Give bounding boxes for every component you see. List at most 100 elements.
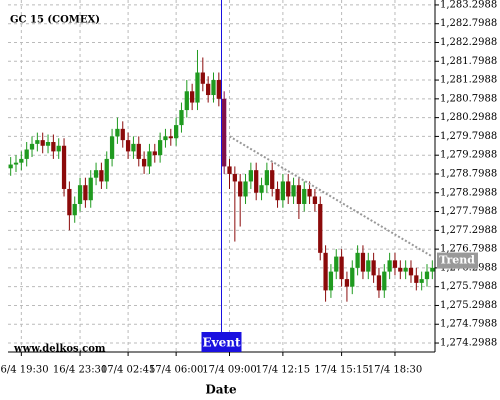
- candle-body: [414, 275, 419, 283]
- candle-body: [168, 136, 173, 139]
- candle-body: [184, 91, 189, 111]
- candle-body: [88, 177, 93, 201]
- candle-body: [286, 181, 291, 197]
- candle-body: [147, 151, 152, 167]
- candle-body: [120, 128, 125, 141]
- candle-body: [248, 170, 253, 182]
- candle-body: [296, 185, 302, 204]
- y-tick-label: 1,280.7988: [440, 93, 497, 104]
- candle-body: [173, 125, 179, 139]
- candle-body: [270, 170, 275, 189]
- candle-body: [227, 166, 232, 174]
- candle-body: [93, 170, 99, 178]
- candle-body: [355, 252, 360, 268]
- candle-body: [136, 143, 141, 159]
- trend-line: [228, 135, 433, 258]
- candle-body: [40, 140, 45, 146]
- y-tick-label: 1,280.2988: [440, 112, 497, 123]
- event-label-box: [201, 332, 242, 352]
- y-tick-label: 1,277.7988: [440, 206, 497, 217]
- candle-body: [109, 136, 115, 159]
- y-tick-label: 1,274.7988: [440, 319, 497, 330]
- y-tick-label: 1,282.2988: [440, 37, 497, 48]
- candle-body: [190, 91, 195, 103]
- candle-body: [403, 267, 408, 272]
- chart-title: GC 15 (COMEX): [10, 15, 100, 26]
- y-tick-label: 1,283.2988: [440, 0, 497, 10]
- candle-body: [77, 185, 83, 204]
- candle-body: [56, 145, 61, 152]
- candle-body: [8, 164, 13, 169]
- candle-body: [328, 271, 334, 291]
- candle-body: [430, 267, 435, 272]
- candle-body: [61, 145, 67, 189]
- candle-body: [376, 275, 382, 291]
- candle-body: [424, 271, 430, 280]
- event-label: Event: [202, 336, 240, 350]
- candle-body: [216, 80, 221, 99]
- candle-body: [280, 181, 286, 201]
- candle-body: [366, 260, 371, 272]
- candle-body: [339, 256, 344, 280]
- candle-body: [45, 142, 51, 146]
- candle-body: [275, 188, 280, 201]
- y-tick-label: 1,281.7988: [440, 56, 497, 67]
- candle-body: [104, 158, 109, 182]
- candle-body: [222, 98, 227, 167]
- watermark: www.delkos.com: [13, 344, 106, 355]
- candle-body: [291, 185, 296, 197]
- candle-body: [350, 267, 355, 287]
- x-tick-label: 16/4 19:30: [0, 365, 49, 376]
- candle-body: [200, 72, 205, 84]
- candle-body: [179, 110, 184, 126]
- candle-body: [371, 260, 376, 276]
- y-tick-label: 1,278.7988: [440, 168, 497, 179]
- candle-body: [35, 140, 40, 144]
- candle-body: [360, 252, 366, 272]
- candle-body: [83, 185, 88, 201]
- x-tick-label: 17/4 06:00: [149, 365, 203, 376]
- candle-body: [323, 252, 328, 291]
- candle-body: [152, 151, 157, 156]
- candle-body: [19, 158, 24, 163]
- candle-body: [387, 260, 392, 272]
- candle-body: [302, 188, 307, 204]
- candle-body: [318, 203, 323, 253]
- candle-body: [51, 142, 56, 152]
- y-tick-label: 1,277.2988: [440, 225, 497, 236]
- x-tick-label: 16/4 23:30: [53, 365, 107, 376]
- x-tick-label: 17/4 02:45: [101, 365, 155, 376]
- candle-body: [307, 188, 312, 197]
- x-tick-label: 17/4 18:30: [368, 365, 422, 376]
- y-tick-label: 1,278.2988: [440, 187, 497, 198]
- candle-body: [157, 140, 163, 156]
- candle-body: [125, 140, 131, 152]
- candle-body: [232, 173, 237, 182]
- candle-body: [312, 196, 318, 204]
- y-tick-label: 1,275.2988: [440, 300, 497, 311]
- candle-body: [115, 128, 120, 137]
- candle-body: [344, 279, 350, 287]
- x-tick-label: 17/4 15:15: [314, 365, 368, 376]
- candle-body: [29, 143, 35, 150]
- y-tick-label: 1,279.2988: [440, 150, 497, 161]
- candle-body: [141, 158, 147, 167]
- candle-body: [254, 170, 259, 193]
- candle-body: [334, 256, 339, 272]
- candle-body: [163, 136, 168, 141]
- candle-body: [72, 203, 77, 216]
- candle-body: [392, 260, 398, 268]
- x-tick-label: 17/4 09:00: [202, 365, 256, 376]
- y-tick-label: 1,276.7988: [440, 244, 497, 255]
- candle-body: [398, 267, 403, 272]
- candle-body: [99, 170, 104, 182]
- candle-body: [195, 72, 200, 103]
- candle-body: [206, 83, 211, 96]
- candle-body: [243, 181, 248, 197]
- x-axis-label: Date: [205, 383, 237, 397]
- y-tick-label: 1,281.2988: [440, 75, 497, 86]
- candle-body: [408, 267, 414, 276]
- y-tick-label: 1,274.2988: [440, 338, 497, 349]
- candle-body: [67, 188, 72, 216]
